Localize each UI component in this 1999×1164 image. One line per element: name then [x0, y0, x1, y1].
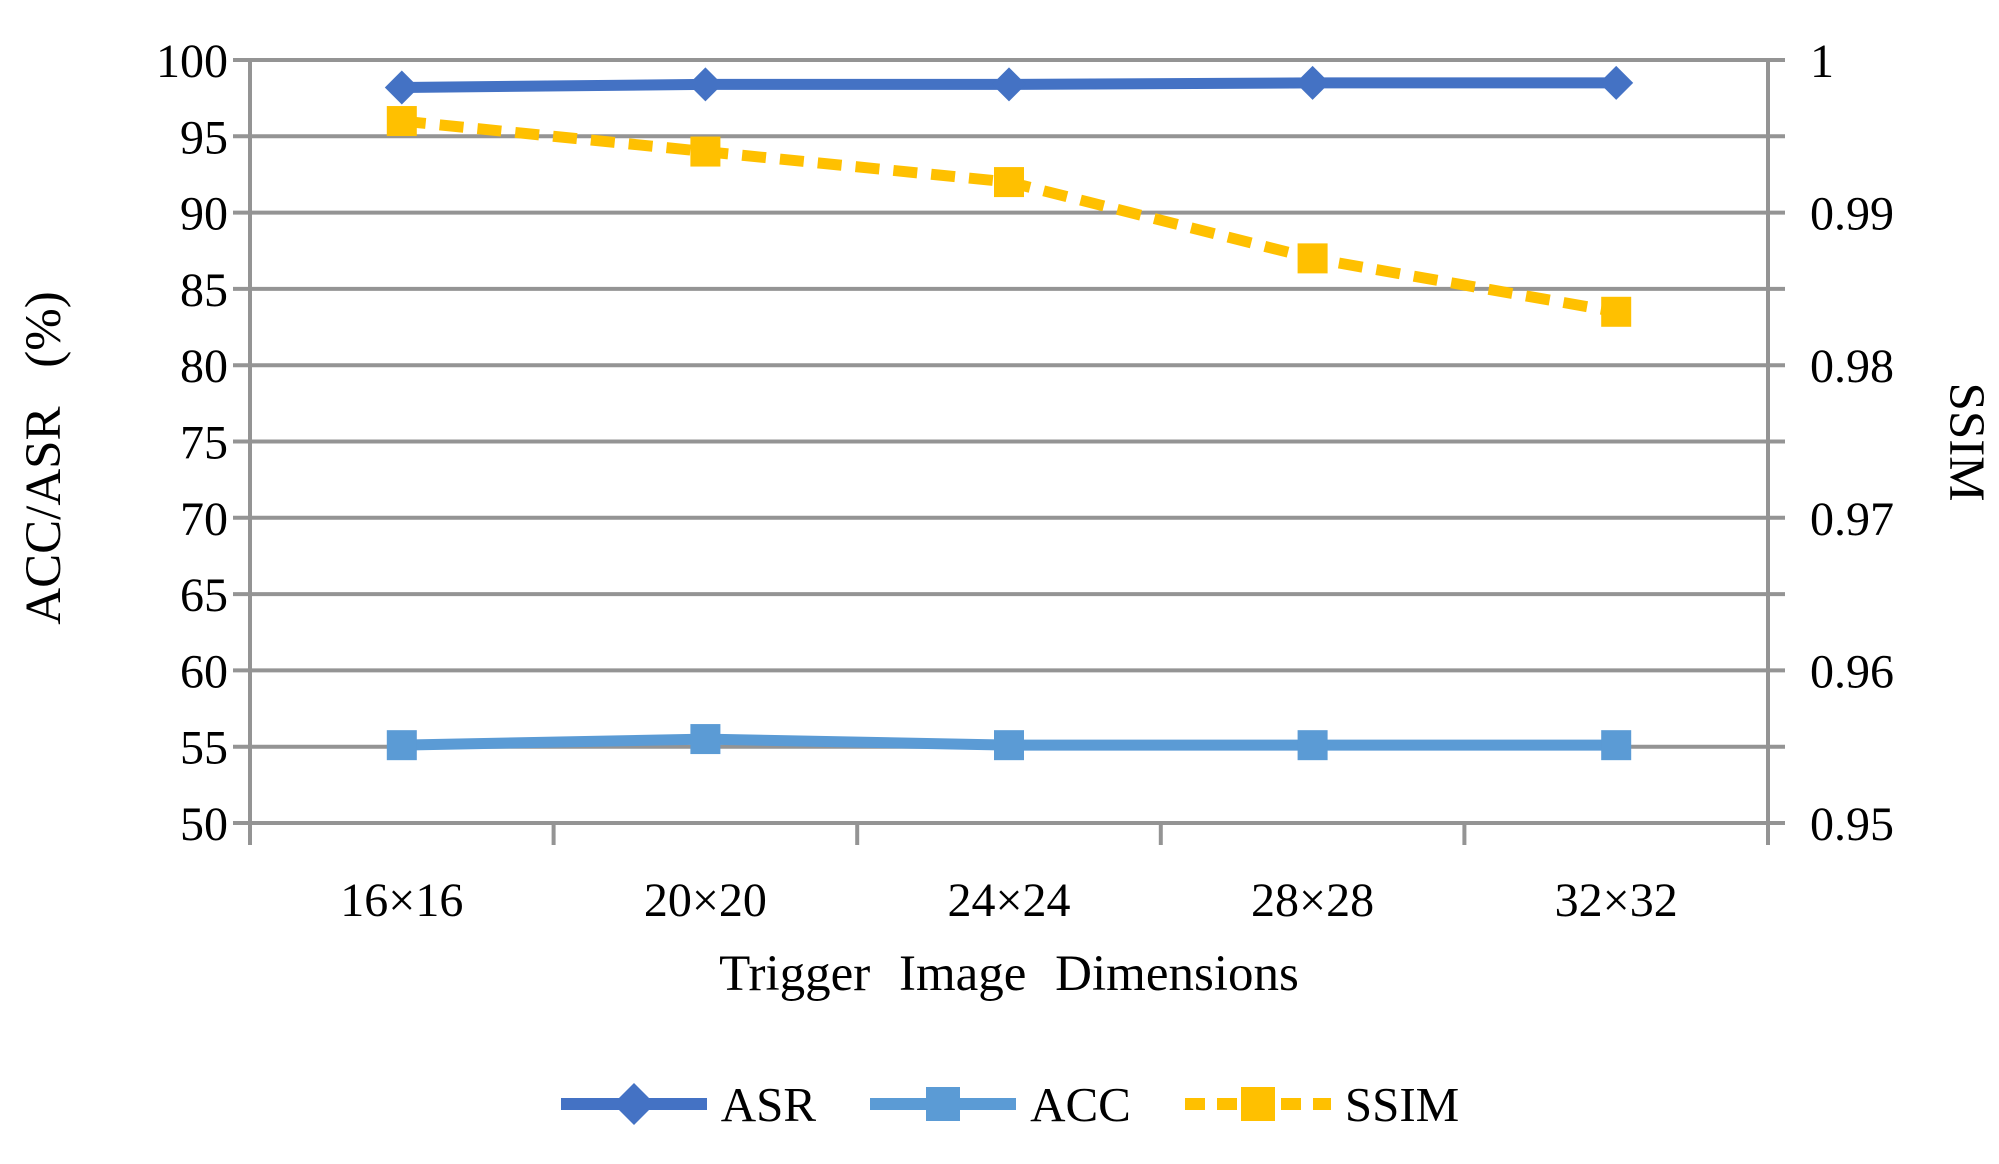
x-tick-label: 20×20: [644, 874, 767, 927]
asr-legend-marker: [612, 1083, 655, 1125]
x-tick-label: 24×24: [947, 874, 1070, 927]
x-axis-title: Trigger Image Dimensions: [719, 946, 1299, 1002]
asr-legend-label: ASR: [720, 1076, 817, 1132]
acc-marker: [1297, 730, 1328, 761]
ssim-marker: [1297, 243, 1328, 274]
left-tick-label: 90: [180, 188, 228, 241]
ssim-legend-swatch: [1184, 1087, 1331, 1121]
acc-marker: [386, 730, 417, 761]
ssim-marker: [994, 167, 1024, 198]
ssim-legend-label: SSIM: [1344, 1076, 1460, 1132]
ssim-marker: [1601, 296, 1632, 327]
left-tick-label: 70: [180, 493, 228, 546]
x-tick-label: 16×16: [340, 874, 463, 927]
right-tick-label: 1: [1810, 35, 1834, 88]
right-tick-label: 0.97: [1810, 493, 1894, 546]
asr-marker: [1295, 65, 1330, 100]
series-layer: [384, 65, 1634, 761]
legend: ASR ACC SSIM: [250, 1072, 1768, 1136]
asr-legend-swatch: [560, 1083, 707, 1125]
ssim-line: [401, 115, 1618, 318]
ssim-marker: [690, 136, 721, 167]
left-tick-label: 100: [156, 35, 228, 88]
left-tick-label: 75: [180, 417, 228, 470]
right-axis-title: SSIM: [1938, 382, 1994, 501]
right-tick-label: 0.99: [1810, 188, 1894, 241]
left-tick-label: 60: [180, 645, 228, 698]
left-tick-label: 80: [180, 340, 228, 393]
left-tick-label: 85: [180, 264, 228, 317]
legend-item-asr: ASR: [559, 1078, 816, 1130]
acc-legend-swatch: [870, 1087, 1017, 1121]
x-tick-label: 32×32: [1555, 874, 1678, 927]
left-tick-label: 50: [180, 798, 228, 851]
ssim-legend-marker: [1240, 1087, 1275, 1121]
acc-legend-marker: [926, 1087, 961, 1121]
acc-marker: [690, 724, 721, 755]
legend-item-ssim: SSIM: [1183, 1078, 1459, 1130]
right-tick-label: 0.96: [1810, 645, 1894, 698]
axes-layer: [248, 60, 1770, 845]
left-tick-label: 65: [180, 569, 228, 622]
left-tick-label: 55: [180, 722, 228, 775]
left-tick-label: 95: [180, 111, 228, 164]
acc-marker: [994, 730, 1024, 761]
asr-marker: [384, 70, 419, 105]
acc-marker: [1601, 730, 1632, 761]
tick-label-layer: 100 95 90 85 80 75 70 65 60 55 50 1 0.99 0.98 0.97 0.96…: [156, 35, 1894, 927]
asr-marker: [992, 67, 1026, 102]
left-axis-title: ACC/ASR (%): [16, 291, 72, 624]
asr-marker: [688, 67, 723, 102]
x-tick-label: 28×28: [1251, 874, 1374, 927]
right-tick-label: 0.98: [1810, 340, 1894, 393]
asr-marker: [1599, 65, 1634, 100]
legend-item-acc: ACC: [868, 1078, 1131, 1130]
ssim-marker: [386, 106, 417, 137]
right-tick-label: 0.95: [1810, 798, 1894, 851]
acc-legend-label: ACC: [1030, 1076, 1131, 1132]
